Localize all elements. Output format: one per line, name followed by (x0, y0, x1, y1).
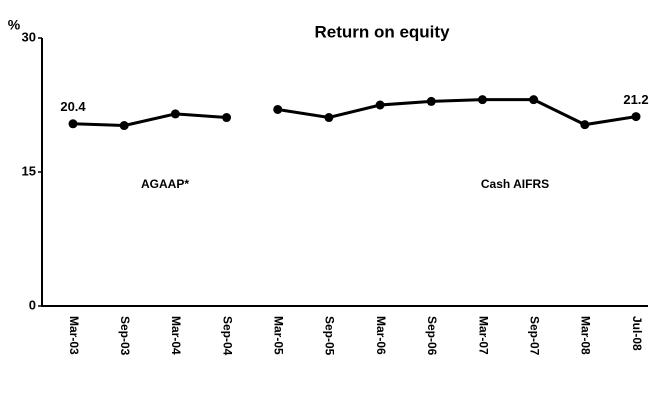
marker (273, 104, 283, 114)
series-label: AGAAP* (141, 177, 189, 191)
y-tick-label: 15 (22, 163, 36, 178)
line (72, 112, 227, 128)
marker (529, 95, 539, 105)
x-tick-label: Mar-04 (169, 316, 183, 355)
marker (119, 121, 129, 131)
line (277, 98, 637, 127)
x-tick-label: Mar-03 (67, 316, 81, 355)
x-tick-label: Sep-04 (220, 316, 234, 356)
marker (631, 112, 641, 122)
x-tick-label: Sep-03 (118, 316, 132, 356)
series-label: Cash AIFRS (481, 177, 549, 191)
marker (426, 96, 436, 106)
marker (375, 100, 385, 110)
x-tick-label: Sep-07 (527, 316, 541, 356)
y-axis-label: % (8, 17, 21, 33)
marker (324, 113, 334, 123)
y-tick-label: 30 (22, 29, 36, 44)
marker (580, 120, 590, 130)
x-tick-label: Mar-05 (272, 316, 286, 355)
x-tick-label: Sep-05 (323, 316, 337, 356)
y-tick-label: 0 (29, 297, 36, 312)
x-tick-label: Mar-07 (476, 316, 490, 355)
data-label: 20.4 (60, 99, 86, 114)
marker (222, 113, 232, 123)
chart-title: Return on equity (314, 22, 450, 41)
x-tick-label: Mar-08 (579, 316, 593, 355)
marker (170, 109, 180, 119)
data-label: 21.2 (623, 92, 648, 107)
marker (68, 119, 78, 129)
x-tick-label: Mar-06 (374, 316, 388, 355)
marker (477, 95, 487, 105)
x-tick-label: Jul-08 (630, 316, 644, 351)
x-tick-label: Sep-06 (425, 316, 439, 356)
